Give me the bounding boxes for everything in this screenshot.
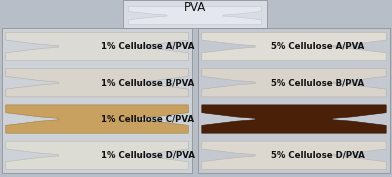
Text: PVA: PVA (184, 1, 206, 15)
Polygon shape (6, 32, 188, 61)
Text: 5% Cellulose B/PVA: 5% Cellulose B/PVA (271, 78, 364, 87)
FancyBboxPatch shape (2, 28, 192, 173)
Polygon shape (202, 105, 386, 133)
Text: 1% Cellulose D/PVA: 1% Cellulose D/PVA (101, 151, 195, 160)
Polygon shape (129, 6, 261, 25)
Text: 5% Cellulose D/PVA: 5% Cellulose D/PVA (271, 151, 365, 160)
Text: 1% Cellulose B/PVA: 1% Cellulose B/PVA (101, 78, 194, 87)
Polygon shape (202, 69, 386, 97)
FancyBboxPatch shape (123, 0, 267, 28)
Polygon shape (6, 141, 188, 169)
Polygon shape (6, 69, 188, 97)
Polygon shape (202, 32, 386, 61)
Polygon shape (202, 141, 386, 169)
Text: 1% Cellulose C/PVA: 1% Cellulose C/PVA (101, 115, 194, 124)
Text: 1% Cellulose A/PVA: 1% Cellulose A/PVA (101, 42, 194, 51)
FancyBboxPatch shape (198, 28, 390, 173)
Polygon shape (6, 105, 188, 133)
Text: 5% Cellulose A/PVA: 5% Cellulose A/PVA (271, 42, 364, 51)
